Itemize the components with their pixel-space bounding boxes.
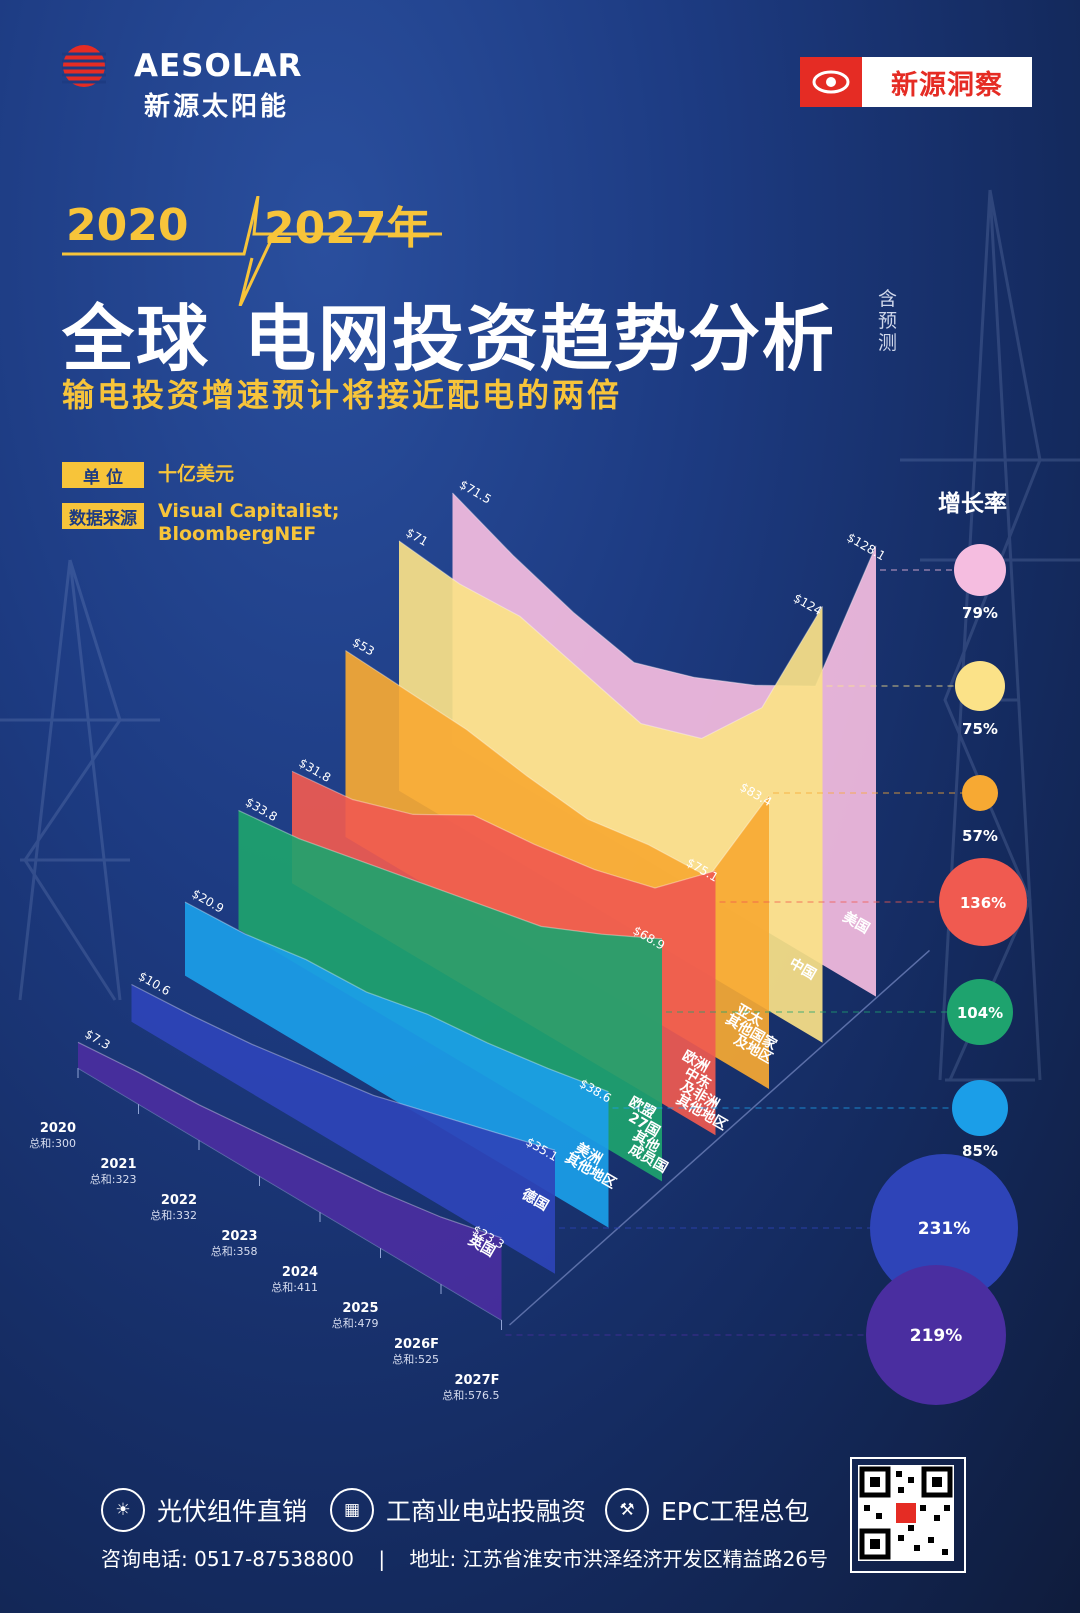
growth-bubble bbox=[952, 1080, 1008, 1136]
end-value-label: $128.1 bbox=[845, 530, 888, 563]
x-tick-label: 2022 bbox=[161, 1193, 197, 1208]
x-total-label: 总和:525 bbox=[392, 1352, 439, 1366]
page-title-part-a: 全球 bbox=[62, 297, 211, 381]
x-total-label: 总和:411 bbox=[271, 1280, 318, 1294]
growth-rate-label: 219% bbox=[910, 1326, 963, 1346]
lightning-bolt-icon bbox=[62, 196, 442, 306]
qr-code-icon[interactable] bbox=[858, 1465, 954, 1561]
insight-label: 新源洞察 bbox=[891, 69, 1003, 101]
x-tick-label: 2020 bbox=[40, 1121, 76, 1136]
growth-rate-label: 57% bbox=[962, 827, 998, 845]
phone: 咨询电话: 0517-87538800 bbox=[101, 1547, 355, 1571]
x-total-label: 总和:358 bbox=[211, 1244, 258, 1258]
start-value-label: $71.5 bbox=[457, 477, 494, 506]
unit-tag: 单 位 bbox=[62, 462, 144, 488]
area-mark bbox=[78, 1042, 502, 1320]
series-line bbox=[131, 983, 556, 1151]
x-tick-label: 2021 bbox=[100, 1157, 136, 1172]
growth-bubble bbox=[955, 661, 1005, 711]
forecast-note: 含预测 bbox=[878, 288, 898, 354]
source-value-1: Visual Capitalist; bbox=[158, 500, 340, 522]
growth-bubble bbox=[939, 858, 1027, 946]
start-value-label: $53 bbox=[350, 635, 377, 659]
growth-rate-label: 231% bbox=[918, 1219, 971, 1239]
series-line bbox=[398, 540, 824, 740]
page-subtitle: 输电投资增速预计将接近配电的两倍 bbox=[62, 376, 623, 414]
brand-name-cn: 新源太阳能 bbox=[144, 92, 290, 122]
x-tick-label: 2026F bbox=[394, 1337, 439, 1352]
growth-rate-label: 75% bbox=[962, 720, 998, 738]
sun-logo-icon bbox=[62, 45, 106, 87]
contact-line: 咨询电话: 0517-87538800 | 地址: 江苏省淮安市洪泽经济开发区精… bbox=[101, 1547, 829, 1571]
growth-rate-title: 增长率 bbox=[938, 491, 1007, 517]
x-total-label: 总和:323 bbox=[90, 1172, 137, 1186]
solar-panel-icon: ☀ bbox=[101, 1488, 145, 1532]
service-epc: ⚒ EPC工程总包 bbox=[605, 1488, 809, 1532]
brand-name-en: AESOLAR bbox=[134, 48, 303, 84]
series-line bbox=[77, 1041, 502, 1239]
growth-rate-label: 79% bbox=[962, 604, 998, 622]
year-end: 2027年 bbox=[264, 203, 431, 254]
qr-frame bbox=[850, 1457, 966, 1573]
growth-rate-label: 85% bbox=[962, 1142, 998, 1160]
growth-bubble bbox=[962, 775, 998, 811]
address: 地址: 江苏省淮安市洪泽经济开发区精益路26号 bbox=[409, 1547, 829, 1571]
growth-rate-label: 104% bbox=[957, 1004, 1003, 1022]
x-total-label: 总和:300 bbox=[29, 1136, 76, 1150]
service-label: EPC工程总包 bbox=[661, 1497, 810, 1526]
area-mark bbox=[131, 984, 555, 1274]
growth-bubble bbox=[947, 979, 1013, 1045]
service-commercial-stations: ▦ 工商业电站投融资 bbox=[330, 1488, 586, 1532]
service-solar-modules: ☀ 光伏组件直销 bbox=[101, 1488, 307, 1532]
year-start: 2020 bbox=[66, 200, 189, 251]
source-tag: 数据来源 bbox=[62, 503, 144, 529]
end-value-label: $124 bbox=[791, 591, 824, 618]
start-value-label: $71 bbox=[404, 525, 431, 549]
service-label: 工商业电站投融资 bbox=[386, 1497, 587, 1526]
series-line bbox=[345, 649, 770, 878]
growth-bubble bbox=[870, 1154, 1018, 1302]
x-total-label: 总和:332 bbox=[150, 1208, 197, 1222]
page-title-part-b: 电网投资趋势分析 bbox=[244, 297, 837, 381]
x-total-label: 总和:479 bbox=[332, 1316, 379, 1330]
insight-badge: 新源洞察 bbox=[800, 57, 1032, 107]
growth-bubble bbox=[954, 544, 1006, 596]
x-tick-label: 2027F bbox=[454, 1373, 499, 1388]
service-label: 光伏组件直销 bbox=[157, 1497, 308, 1526]
factory-icon: ▦ bbox=[330, 1488, 374, 1532]
unit-value: 十亿美元 bbox=[158, 463, 235, 485]
growth-rate-label: 136% bbox=[960, 894, 1006, 912]
x-tick-label: 2024 bbox=[282, 1265, 318, 1280]
growth-bubble bbox=[866, 1265, 1006, 1405]
worker-icon: ⚒ bbox=[605, 1488, 649, 1532]
x-total-label: 总和:576.5 bbox=[442, 1388, 499, 1402]
source-value-2: BloombergNEF bbox=[158, 523, 317, 545]
x-tick-label: 2023 bbox=[221, 1229, 257, 1244]
series-line bbox=[184, 901, 609, 1093]
x-tick-label: 2025 bbox=[342, 1301, 378, 1316]
depth-axis-line bbox=[509, 949, 930, 1326]
series-line bbox=[291, 770, 716, 889]
eye-icon bbox=[800, 57, 862, 107]
series-line bbox=[238, 809, 663, 940]
